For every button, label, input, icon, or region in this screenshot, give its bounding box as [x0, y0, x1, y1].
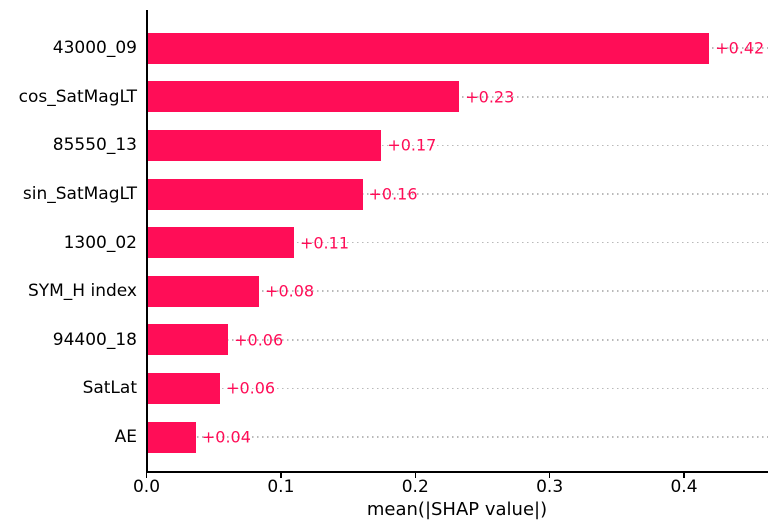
bar-value-label: +0.06	[226, 378, 276, 398]
x-tick-mark	[548, 472, 551, 478]
gridline	[146, 387, 768, 390]
y-tick-label: 43000_09	[52, 38, 137, 59]
bar	[147, 32, 710, 64]
x-tick-mark	[280, 472, 282, 478]
bar	[147, 178, 363, 210]
x-tick-mark	[683, 472, 685, 478]
x-tick-label: 0.0	[132, 477, 161, 497]
bar	[147, 372, 221, 404]
x-tick-label: 0.4	[670, 477, 698, 497]
gridline	[146, 193, 768, 195]
gridline	[146, 144, 768, 147]
bar	[147, 227, 294, 259]
bar	[147, 421, 196, 453]
gridline	[146, 436, 768, 438]
y-tick-label: 85550_13	[52, 135, 137, 156]
x-axis-line	[146, 471, 768, 473]
bar-value-label: +0.04	[201, 427, 251, 447]
y-tick-label: AE	[114, 427, 137, 447]
bar-value-label: +0.11	[299, 233, 349, 253]
bar	[147, 81, 460, 113]
y-tick-label: SatLat	[82, 378, 137, 399]
bar	[147, 275, 260, 307]
x-tick-mark	[414, 472, 416, 478]
y-tick-label: SYM_H index	[27, 281, 137, 302]
gridline	[146, 241, 768, 244]
bar-value-label: +0.06	[234, 330, 284, 350]
x-tick-label: 0.2	[401, 477, 429, 497]
bar	[147, 129, 382, 161]
bar-value-label: +0.17	[387, 135, 437, 155]
gridline	[146, 290, 768, 292]
y-tick-label: 94400_18	[52, 329, 137, 350]
y-axis-line	[146, 10, 148, 472]
gridline	[146, 339, 768, 341]
bar-value-label: +0.23	[465, 87, 515, 107]
y-tick-label: 1300_02	[63, 232, 137, 253]
bar	[147, 324, 229, 356]
x-tick-label: 0.1	[267, 477, 295, 497]
x-tick-mark	[145, 472, 148, 478]
bar-value-label: +0.16	[368, 184, 418, 204]
y-tick-label: cos_SatMagLT	[18, 86, 137, 107]
x-tick-label: 0.3	[536, 477, 564, 497]
x-axis-title: mean(|SHAP value|)	[366, 499, 548, 520]
y-tick-label: sin_SatMagLT	[22, 184, 137, 204]
bar-value-label: +0.08	[265, 281, 315, 301]
bar-value-label: +0.42	[715, 38, 765, 58]
